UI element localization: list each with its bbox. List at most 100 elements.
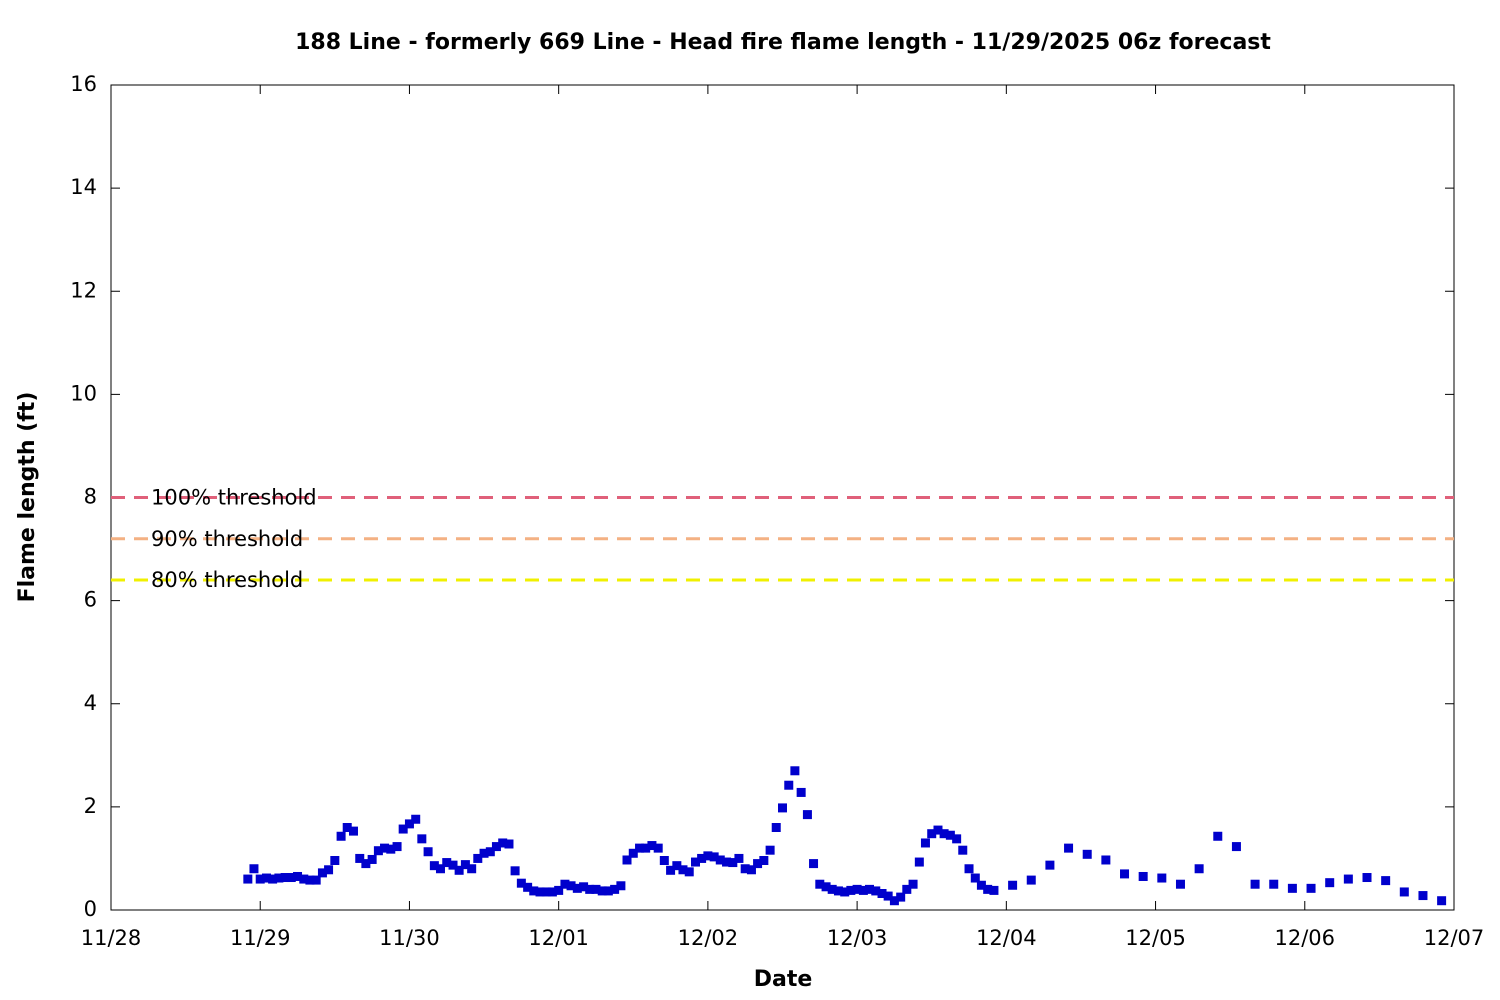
data-point bbox=[976, 880, 986, 890]
data-point bbox=[1008, 880, 1018, 890]
data-point bbox=[809, 859, 819, 869]
data-point bbox=[324, 865, 334, 875]
data-point bbox=[858, 885, 868, 895]
data-point bbox=[479, 848, 489, 858]
data-point bbox=[833, 886, 843, 896]
data-point bbox=[983, 884, 993, 894]
data-point bbox=[498, 838, 508, 848]
data-point bbox=[790, 766, 800, 776]
data-point bbox=[597, 886, 607, 896]
data-point bbox=[958, 845, 968, 855]
data-point bbox=[1101, 855, 1111, 865]
data-point bbox=[454, 865, 464, 875]
data-point bbox=[380, 843, 390, 853]
data-point bbox=[846, 885, 856, 895]
data-point bbox=[386, 844, 396, 854]
data-point bbox=[765, 845, 775, 855]
data-point bbox=[970, 873, 980, 883]
data-point bbox=[429, 861, 439, 871]
data-point bbox=[1157, 873, 1167, 883]
data-point bbox=[989, 885, 999, 895]
data-point bbox=[1325, 878, 1335, 888]
data-point bbox=[610, 884, 620, 894]
data-point bbox=[902, 884, 912, 894]
x-tick-label: 12/01 bbox=[528, 926, 589, 950]
data-point bbox=[653, 843, 663, 853]
data-point bbox=[908, 879, 918, 889]
data-point bbox=[914, 857, 924, 867]
data-point bbox=[659, 856, 669, 865]
data-point bbox=[1082, 849, 1092, 859]
y-tick-label: 4 bbox=[84, 691, 97, 715]
x-tick-label: 11/28 bbox=[81, 926, 142, 950]
data-point bbox=[927, 829, 937, 839]
data-point bbox=[771, 823, 781, 832]
x-tick-label: 12/06 bbox=[1275, 926, 1336, 950]
data-point bbox=[784, 780, 794, 790]
data-point bbox=[1343, 874, 1353, 884]
data-point bbox=[603, 886, 613, 896]
data-point bbox=[299, 874, 309, 884]
data-point bbox=[330, 856, 340, 865]
data-point bbox=[889, 896, 899, 906]
data-point bbox=[342, 823, 352, 832]
data-point bbox=[728, 858, 738, 868]
data-point bbox=[1269, 879, 1279, 889]
data-point bbox=[547, 887, 557, 897]
data-point bbox=[796, 787, 806, 797]
data-point bbox=[566, 881, 576, 891]
x-tick-label: 12/05 bbox=[1125, 926, 1186, 950]
data-point bbox=[516, 878, 526, 888]
data-point bbox=[572, 883, 582, 893]
data-point bbox=[491, 842, 501, 852]
data-point bbox=[734, 853, 744, 863]
data-point bbox=[1026, 875, 1036, 885]
data-point bbox=[591, 884, 601, 894]
data-point bbox=[261, 873, 271, 883]
x-axis-label: Date bbox=[754, 967, 813, 992]
data-point bbox=[1399, 887, 1409, 897]
y-tick-label: 12 bbox=[70, 278, 97, 302]
data-point bbox=[311, 875, 321, 885]
data-point bbox=[1138, 871, 1148, 881]
data-point bbox=[628, 848, 638, 858]
data-point bbox=[1381, 876, 1391, 886]
data-point bbox=[467, 864, 477, 874]
legend-label: 80% threshold bbox=[151, 568, 303, 592]
data-point bbox=[821, 882, 831, 892]
data-point bbox=[336, 831, 346, 841]
data-point bbox=[523, 882, 533, 892]
data-point bbox=[722, 857, 732, 867]
data-point bbox=[442, 858, 452, 868]
y-tick-label: 6 bbox=[84, 588, 97, 612]
y-tick-label: 8 bbox=[84, 485, 97, 509]
data-point bbox=[691, 857, 701, 867]
data-point bbox=[952, 834, 962, 844]
data-point bbox=[560, 879, 570, 889]
data-point bbox=[1362, 873, 1372, 883]
data-point bbox=[373, 846, 383, 856]
data-point bbox=[746, 865, 756, 875]
data-point bbox=[896, 892, 906, 902]
data-point bbox=[815, 879, 825, 889]
data-point bbox=[392, 842, 402, 852]
data-point bbox=[1120, 869, 1130, 879]
data-point bbox=[280, 873, 290, 883]
data-point bbox=[460, 860, 470, 870]
data-point bbox=[1045, 860, 1055, 870]
data-point bbox=[585, 884, 595, 894]
data-point bbox=[510, 866, 520, 876]
y-tick-label: 10 bbox=[70, 381, 97, 405]
data-point bbox=[1306, 883, 1316, 893]
x-tick-label: 12/03 bbox=[827, 926, 888, 950]
data-point bbox=[1213, 831, 1223, 841]
data-point bbox=[367, 854, 377, 864]
data-point bbox=[554, 885, 564, 895]
data-point bbox=[709, 852, 719, 862]
data-point bbox=[920, 838, 930, 848]
x-tick-label: 11/30 bbox=[379, 926, 440, 950]
data-point bbox=[268, 874, 278, 884]
data-point bbox=[622, 855, 632, 865]
data-point bbox=[541, 887, 551, 897]
data-point bbox=[398, 824, 408, 834]
